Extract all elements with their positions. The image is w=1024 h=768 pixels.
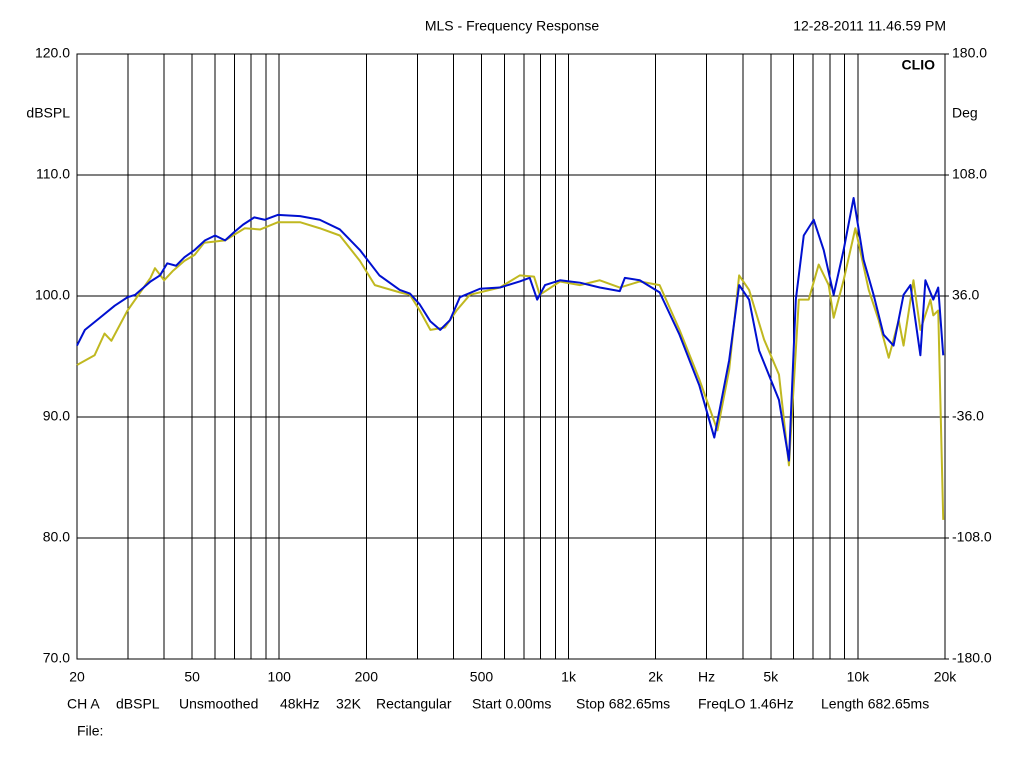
y-tick-label: 100.0 (35, 287, 70, 303)
series-line (76, 221, 945, 520)
y2-tick-label: -36.0 (952, 408, 984, 424)
y-tick-label: 90.0 (43, 408, 70, 424)
x-tick-label: 10k (847, 669, 871, 685)
y-axis-label: dBSPL (26, 105, 70, 121)
footer-info: 48kHz (280, 696, 320, 712)
y2-tick-label: 108.0 (952, 166, 987, 182)
x-tick-label: 500 (470, 669, 494, 685)
x-tick-label: 20k (934, 669, 958, 685)
footer-info: Rectangular (376, 696, 452, 712)
y-tick-label: 110.0 (36, 166, 70, 182)
x-tick-label: 50 (184, 669, 200, 685)
y-tick-label: 70.0 (43, 650, 70, 666)
x-tick-label: 5k (763, 669, 779, 685)
x-tick-label: 200 (355, 669, 379, 685)
chart-title: MLS - Frequency Response (425, 18, 600, 34)
x-tick-label: 100 (268, 669, 292, 685)
y2-tick-label: 180.0 (952, 45, 987, 61)
footer-info: dBSPL (116, 696, 160, 712)
plot-frame (76, 53, 946, 660)
footer-info: FreqLO 1.46Hz (698, 696, 794, 712)
x-tick-label: Hz (698, 669, 715, 685)
footer-info: CH A (67, 696, 100, 712)
footer-info: Unsmoothed (179, 696, 258, 712)
y-tick-label: 120.0 (35, 45, 70, 61)
y2-tick-label: -180.0 (952, 650, 992, 666)
y2-tick-label: 36.0 (952, 287, 979, 303)
series-line (76, 196, 945, 462)
footer-info: Stop 682.65ms (576, 696, 670, 712)
x-tick-label: 2k (648, 669, 664, 685)
footer-info: 32K (336, 696, 362, 712)
y2-axis-label: Deg (952, 105, 978, 121)
file-label: File: (77, 723, 103, 739)
x-tick-label: 20 (69, 669, 85, 685)
timestamp: 12-28-2011 11.46.59 PM (793, 18, 946, 34)
brand: CLIO (902, 57, 936, 73)
y-tick-label: 80.0 (43, 529, 70, 545)
y2-tick-label: -108.0 (952, 529, 992, 545)
footer-info: Length 682.65ms (821, 696, 929, 712)
footer-info: Start 0.00ms (472, 696, 551, 712)
x-tick-label: 1k (561, 669, 577, 685)
